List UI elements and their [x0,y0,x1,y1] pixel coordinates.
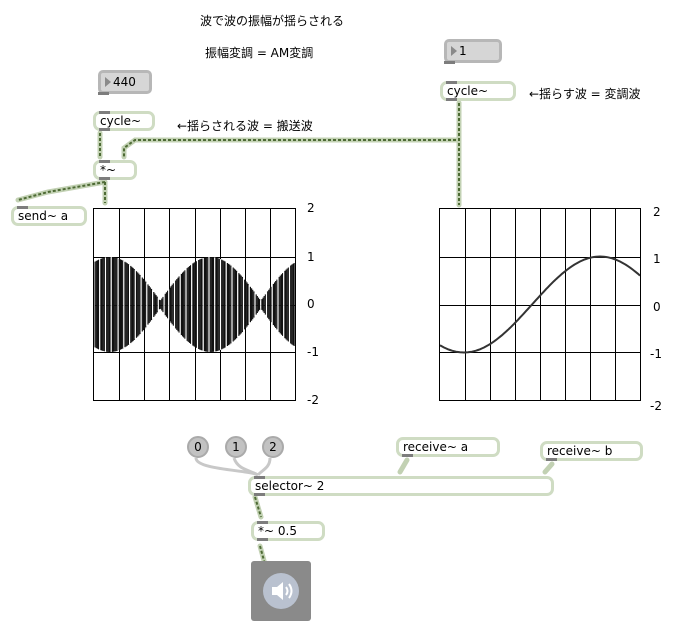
speaker-icon [263,573,299,609]
audio-output-button[interactable] [251,561,311,621]
right-scope [439,208,641,401]
cycle-carrier-object[interactable]: cycle~ [93,111,155,131]
carrier-frequency-number[interactable]: 440 [98,70,152,95]
receive-a-object[interactable]: receive~ a [396,437,500,457]
receive-b-object[interactable]: receive~ b [540,441,643,461]
multiply-object[interactable]: *~ [93,160,137,180]
message-0-button[interactable]: 0 [187,436,209,458]
left-scope-label-0: 0 [307,297,315,311]
left-scope-label-neg2: -2 [307,393,319,407]
send-a-object[interactable]: send~ a [11,206,87,226]
left-scope-label-neg1: -1 [307,345,319,359]
carrier-frequency-value: 440 [113,75,136,89]
number-arrow-icon [451,46,457,56]
modulator-comment: ←揺らす波 = 変調波 [529,87,641,101]
carrier-comment: ←揺らされる波 = 搬送波 [177,119,313,133]
number-arrow-icon [105,77,111,87]
gain-object[interactable]: *~ 0.5 [251,521,325,541]
message-1-button[interactable]: 1 [225,436,247,458]
left-scope [93,208,296,401]
message-2-button[interactable]: 2 [262,436,284,458]
right-scope-label-neg1: -1 [650,347,662,361]
title-comment: 波で波の振幅が揺らされる [200,14,345,28]
left-scope-label-1: 1 [307,250,315,264]
selector-object[interactable]: selector~ 2 [248,476,554,496]
left-scope-label-2: 2 [307,201,315,215]
subtitle-comment: 振幅変調 = AM変調 [205,46,314,60]
right-scope-label-2: 2 [653,205,661,219]
right-scope-label-1: 1 [653,252,661,266]
right-scope-label-0: 0 [653,300,661,314]
cycle-modulator-object[interactable]: cycle~ [440,81,516,101]
modulator-frequency-number[interactable]: 1 [444,39,502,64]
right-scope-plot [439,209,641,400]
right-scope-label-neg2: -2 [650,399,662,413]
left-scope-plot [93,209,295,400]
modulator-frequency-value: 1 [459,44,467,58]
